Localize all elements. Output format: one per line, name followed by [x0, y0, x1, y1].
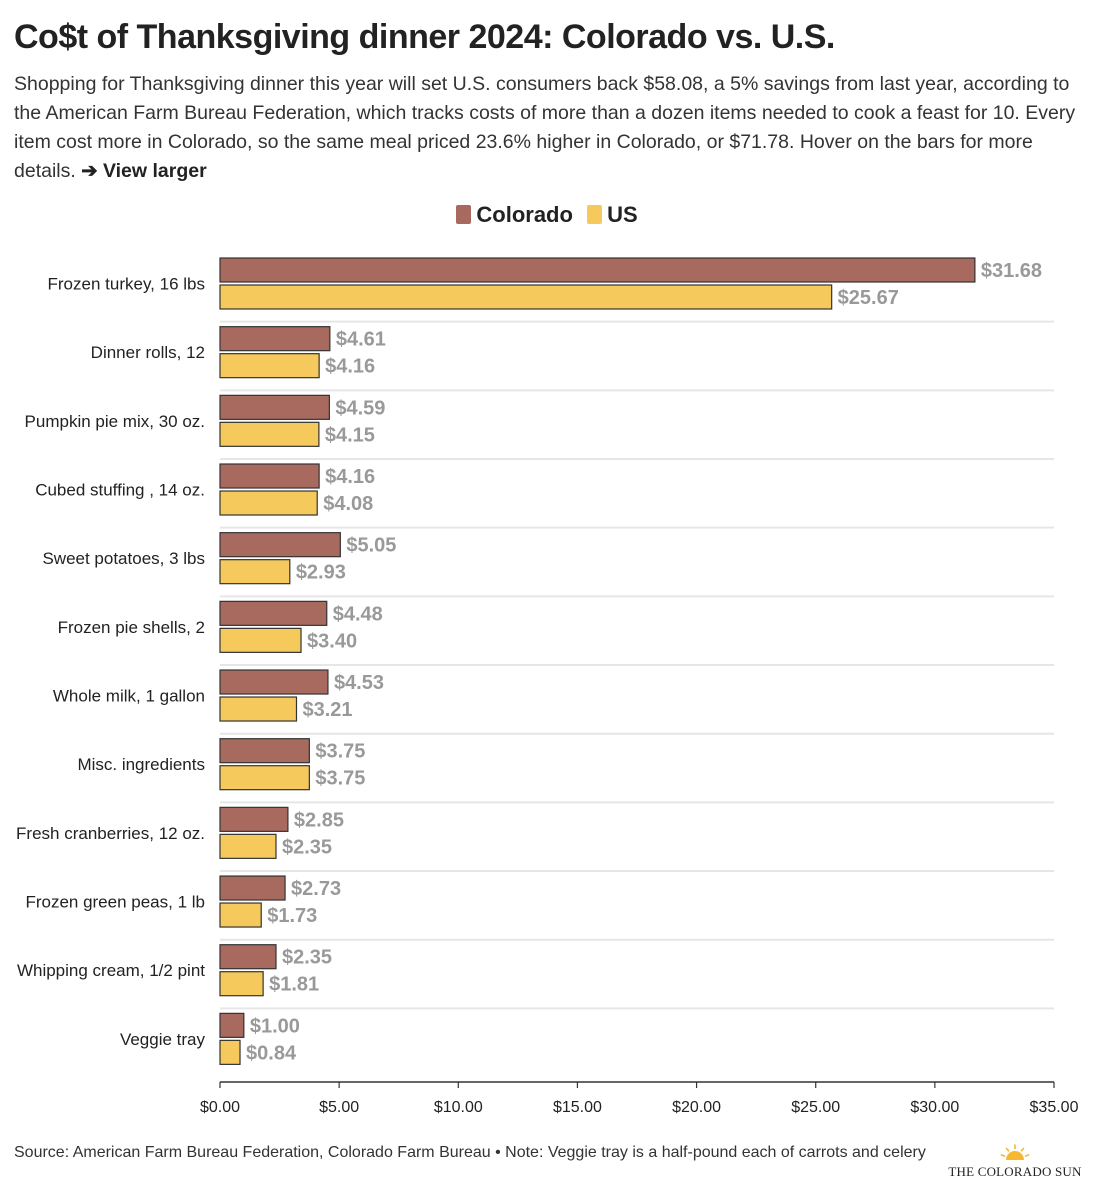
chart-legend: Colorado US [0, 199, 1094, 231]
bar-colorado[interactable] [219, 944, 277, 970]
bar-colorado[interactable] [219, 326, 331, 352]
value-label: $2.73 [291, 878, 341, 900]
category-label: Cubed stuffing , 14 oz. [35, 481, 205, 500]
bar-us[interactable] [219, 902, 262, 928]
value-label: $4.61 [336, 329, 386, 351]
value-label: $1.81 [269, 974, 319, 996]
value-label: $3.75 [315, 741, 365, 763]
value-label: $31.68 [981, 260, 1042, 282]
description-text: Shopping for Thanksgiving dinner this ye… [14, 73, 1076, 182]
bar-colorado[interactable] [219, 875, 286, 901]
category-label: Whipping cream, 1/2 pint [17, 961, 205, 980]
bar-colorado[interactable] [219, 1012, 245, 1038]
x-tick-label: $10.00 [434, 1099, 483, 1116]
arrow-right-icon: ➔ [81, 160, 98, 182]
value-label: $4.08 [323, 493, 373, 515]
category-label: Pumpkin pie mix, 30 oz. [25, 412, 205, 431]
value-label: $2.85 [294, 809, 344, 831]
value-label: $1.00 [250, 1015, 300, 1037]
bar-colorado[interactable] [219, 257, 976, 283]
value-label: $3.40 [307, 630, 357, 652]
value-label: $1.73 [267, 905, 317, 927]
value-label: $3.21 [302, 699, 352, 721]
value-label: $4.48 [333, 603, 383, 625]
value-label: $4.59 [335, 397, 385, 419]
bar-colorado[interactable] [219, 463, 320, 489]
legend-item-colorado[interactable]: Colorado [456, 199, 573, 231]
category-label: Frozen turkey, 16 lbs [48, 275, 205, 294]
sun-icon [1000, 1144, 1030, 1160]
bar-us[interactable] [219, 490, 318, 516]
bar-colorado[interactable] [219, 669, 329, 695]
x-tick-label: $15.00 [553, 1099, 602, 1116]
value-label: $4.53 [334, 672, 384, 694]
colorado-sun-logo[interactable]: THE COLORADO SUN [944, 1144, 1086, 1190]
value-label: $2.35 [282, 836, 332, 858]
bar-us[interactable] [219, 627, 302, 653]
bar-us[interactable] [219, 421, 320, 447]
bar-colorado[interactable] [219, 806, 289, 832]
value-label: $3.75 [315, 768, 365, 790]
value-label: $4.16 [325, 356, 375, 378]
x-tick-label: $30.00 [910, 1099, 959, 1116]
category-label: Whole milk, 1 gallon [53, 687, 205, 706]
bar-us[interactable] [219, 559, 291, 585]
category-label: Sweet potatoes, 3 lbs [42, 549, 205, 568]
category-label: Frozen green peas, 1 lb [25, 893, 205, 912]
legend-label-us: US [607, 202, 638, 227]
category-label: Misc. ingredients [77, 755, 205, 774]
x-tick-label: $25.00 [791, 1099, 840, 1116]
category-label: Dinner rolls, 12 [91, 343, 205, 362]
value-label: $5.05 [346, 535, 396, 557]
category-label: Frozen pie shells, 2 [58, 618, 205, 637]
source-note: Source: American Farm Bureau Federation,… [14, 1144, 926, 1161]
logo-text: THE COLORADO SUN [948, 1164, 1082, 1179]
chart-title: Co$t of Thanksgiving dinner 2024: Colora… [14, 18, 835, 56]
legend-label-colorado: Colorado [476, 202, 573, 227]
value-label: $4.16 [325, 466, 375, 488]
value-label: $2.35 [282, 947, 332, 969]
bar-chart: $0.00 $5.00 $10.00 $15.00 $20.00 $25.00 $30.00… [16, 257, 1079, 1116]
category-label: Fresh cranberries, 12 oz. [16, 824, 205, 843]
x-tick-label: $20.00 [672, 1099, 721, 1116]
value-label: $4.15 [325, 424, 375, 446]
value-label: $25.67 [838, 287, 899, 309]
bar-us[interactable] [219, 971, 264, 997]
x-tick-label: $35.00 [1030, 1099, 1079, 1116]
category-label: Veggie tray [120, 1030, 206, 1049]
bar-us[interactable] [219, 765, 310, 791]
colorado-swatch [456, 205, 472, 224]
bar-us[interactable] [219, 1039, 241, 1065]
legend-item-us[interactable]: US [587, 199, 638, 231]
bar-colorado[interactable] [219, 394, 330, 420]
value-label: $0.84 [246, 1042, 297, 1064]
view-larger-link[interactable]: ➔ View larger [81, 160, 206, 182]
bar-us[interactable] [219, 833, 277, 859]
bar-us[interactable] [219, 353, 320, 379]
bar-colorado[interactable] [219, 532, 341, 558]
value-label: $2.93 [296, 562, 346, 584]
bar-us[interactable] [219, 696, 298, 722]
view-larger-label: View larger [102, 160, 207, 182]
bar-us[interactable] [219, 284, 833, 310]
us-swatch [587, 205, 603, 224]
x-tick-label: $5.00 [319, 1099, 359, 1116]
chart-description: Shopping for Thanksgiving dinner this ye… [14, 70, 1080, 186]
x-tick-label: $0.00 [200, 1099, 240, 1116]
bar-colorado[interactable] [219, 738, 310, 764]
bar-colorado[interactable] [219, 600, 328, 626]
